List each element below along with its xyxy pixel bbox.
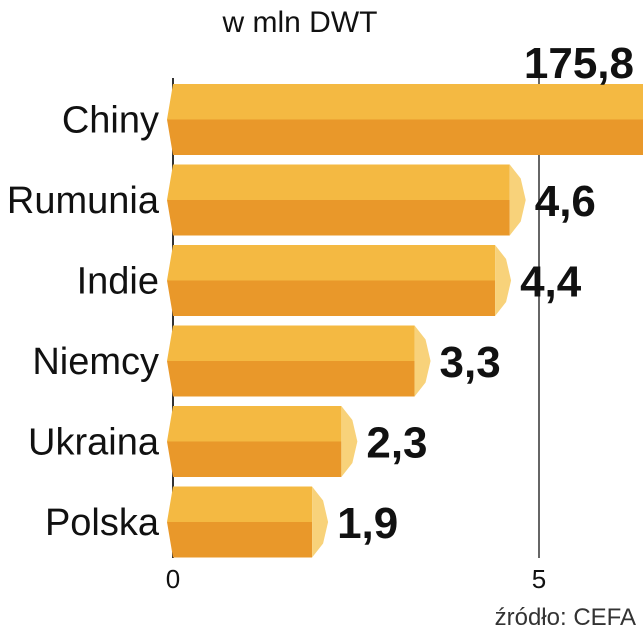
bar-cap [414,325,431,397]
bar-rumunia [167,164,526,236]
bar-indie [167,245,512,316]
x-tick-label: 5 [532,564,546,594]
category-label: Indie [77,261,159,303]
bar-face-top [167,486,313,522]
x-axis-ticks: 0510 [166,564,546,594]
value-label: 2,3 [366,419,427,468]
category-label: Chiny [62,100,159,142]
source-label: źródło: CEFA [495,604,636,631]
bar-face-bottom [167,522,313,558]
bar-face-top [167,406,342,442]
bar-polska [167,486,329,558]
value-label: 4,6 [535,177,596,226]
bar-face-top [167,325,415,361]
bar-ukraina [167,406,358,477]
bar-face-bottom [167,361,415,397]
x-tick-label: 0 [166,564,180,594]
gridlines [172,78,540,558]
bars [167,84,643,558]
bar-cap [312,486,329,558]
bar-face-top [167,245,496,281]
value-label: 3,3 [440,338,501,387]
category-label: Polska [45,502,160,544]
bar-face-bottom [167,200,510,236]
bar-face-top [167,84,643,120]
value-label: 175,8 [524,39,634,88]
labels: Chiny 175,8 Rumunia 4,6 Indie 4,4 Niemcy 3,3 Ukr… [7,39,634,548]
category-label: Ukraina [28,422,160,464]
unit-label: w mln DWT [222,6,378,39]
bar-chiny [167,84,643,155]
category-label: Rumunia [7,180,160,222]
bar-face-top [167,164,510,200]
bar-face-bottom [167,119,643,155]
category-label: Niemcy [32,341,159,383]
bar-face-bottom [167,280,496,316]
bar-niemcy [167,325,431,397]
value-label: 4,4 [520,258,582,307]
value-label: 1,9 [337,499,398,548]
bar-cap [509,164,526,236]
bar-face-bottom [167,441,342,477]
bar-cap [341,406,358,477]
bar-cap [495,245,512,316]
